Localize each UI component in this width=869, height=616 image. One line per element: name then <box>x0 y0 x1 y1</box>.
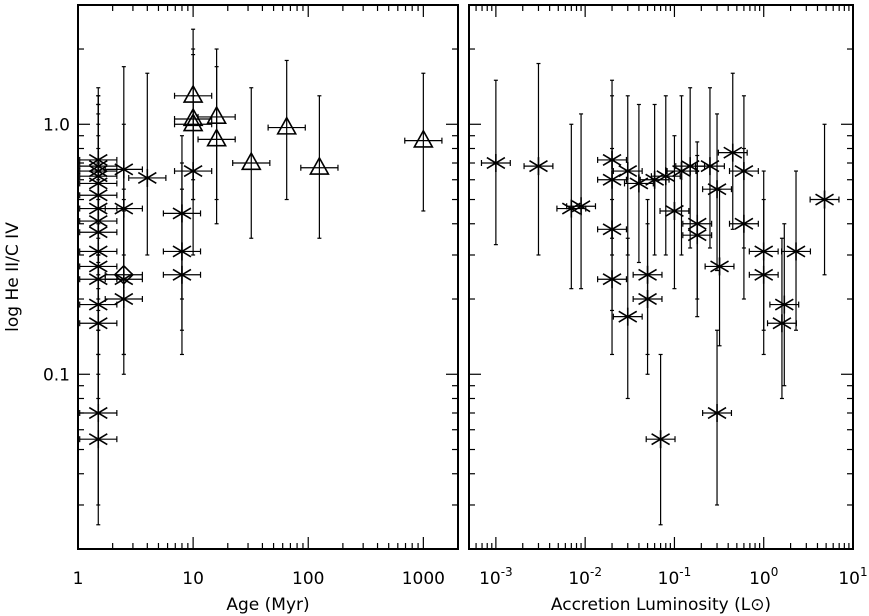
data-point <box>659 135 690 290</box>
x-tick-label: 10 <box>182 569 204 589</box>
data-point <box>728 147 759 300</box>
data-point <box>702 113 733 272</box>
x-tick-label: 101 <box>838 565 867 589</box>
triangle-marker <box>412 129 434 148</box>
data-point <box>809 123 840 276</box>
data-point <box>173 53 213 201</box>
x-tick-label: 10-1 <box>658 565 692 589</box>
x-tick-label-exponent: -1 <box>679 565 691 579</box>
data-point <box>704 188 735 347</box>
data-point <box>232 87 271 239</box>
data-point <box>612 237 643 400</box>
x-tick-label: 10-3 <box>479 565 513 589</box>
data-point <box>645 353 676 526</box>
plot-frame <box>77 4 459 550</box>
triangle-marker <box>309 156 330 175</box>
data-point <box>781 170 812 331</box>
x-tick-label-exponent: -3 <box>501 565 513 579</box>
data-point <box>597 198 628 356</box>
x-tick-label-exponent: -2 <box>590 565 602 579</box>
data-point <box>128 72 167 256</box>
data-point <box>197 66 236 225</box>
data-point <box>79 353 118 526</box>
x-tick-label: 100 <box>292 569 324 589</box>
data-point <box>682 154 713 318</box>
data-point <box>639 103 670 256</box>
data-point <box>480 79 511 246</box>
data-point <box>162 188 202 356</box>
x-tick-label: 1000 <box>402 569 445 589</box>
data-point <box>769 223 800 387</box>
x-tick-label: 1 <box>73 569 84 589</box>
data-point <box>702 329 733 506</box>
data-point <box>748 198 779 356</box>
data-point <box>717 72 748 230</box>
data-point <box>404 72 443 212</box>
x-tick-label-exponent: 1 <box>860 565 868 579</box>
y-tick-label: 1.0 <box>43 115 70 135</box>
data-point <box>267 59 306 201</box>
data-point <box>632 223 663 375</box>
triangle-marker <box>182 112 204 132</box>
x-tick-label: 100 <box>749 565 778 589</box>
x-tick-label-base: 10 <box>838 569 860 589</box>
triangle-marker <box>206 127 227 147</box>
x-tick-label-base: 10 <box>568 569 590 589</box>
data-point <box>650 95 681 256</box>
y-axis-title: log He II/C IV <box>3 222 23 332</box>
x-tick-label: 10-2 <box>568 565 602 589</box>
data-point <box>766 237 797 400</box>
data-point <box>612 95 643 256</box>
data-point <box>566 113 597 290</box>
left-panel-age: 1 10 100 1000 0.1 1.0 Age (Myr) log He II/C IV <box>3 4 459 615</box>
triangle-marker <box>240 151 262 171</box>
data-point <box>694 87 725 249</box>
x-tick-label-exponent: 0 <box>771 565 779 579</box>
data-point <box>300 95 339 239</box>
x-tick-label-base: 1 <box>73 569 84 589</box>
data-point <box>523 62 554 256</box>
x-tick-label-base: 1000 <box>402 569 445 589</box>
x-tick-label-base: 10 <box>479 569 501 589</box>
y-tick-label: 0.1 <box>43 365 70 385</box>
x-axis-title: Age (Myr) <box>226 595 309 615</box>
x-tick-label-base: 10 <box>658 569 680 589</box>
x-axis-title: Accretion Luminosity (L⊙) <box>551 595 771 615</box>
data-point <box>104 210 143 375</box>
x-tick-label-base: 10 <box>749 569 771 589</box>
x-tick-label-base: 100 <box>292 569 324 589</box>
triangle-marker <box>276 116 298 135</box>
x-tick-label-base: 10 <box>182 569 204 589</box>
